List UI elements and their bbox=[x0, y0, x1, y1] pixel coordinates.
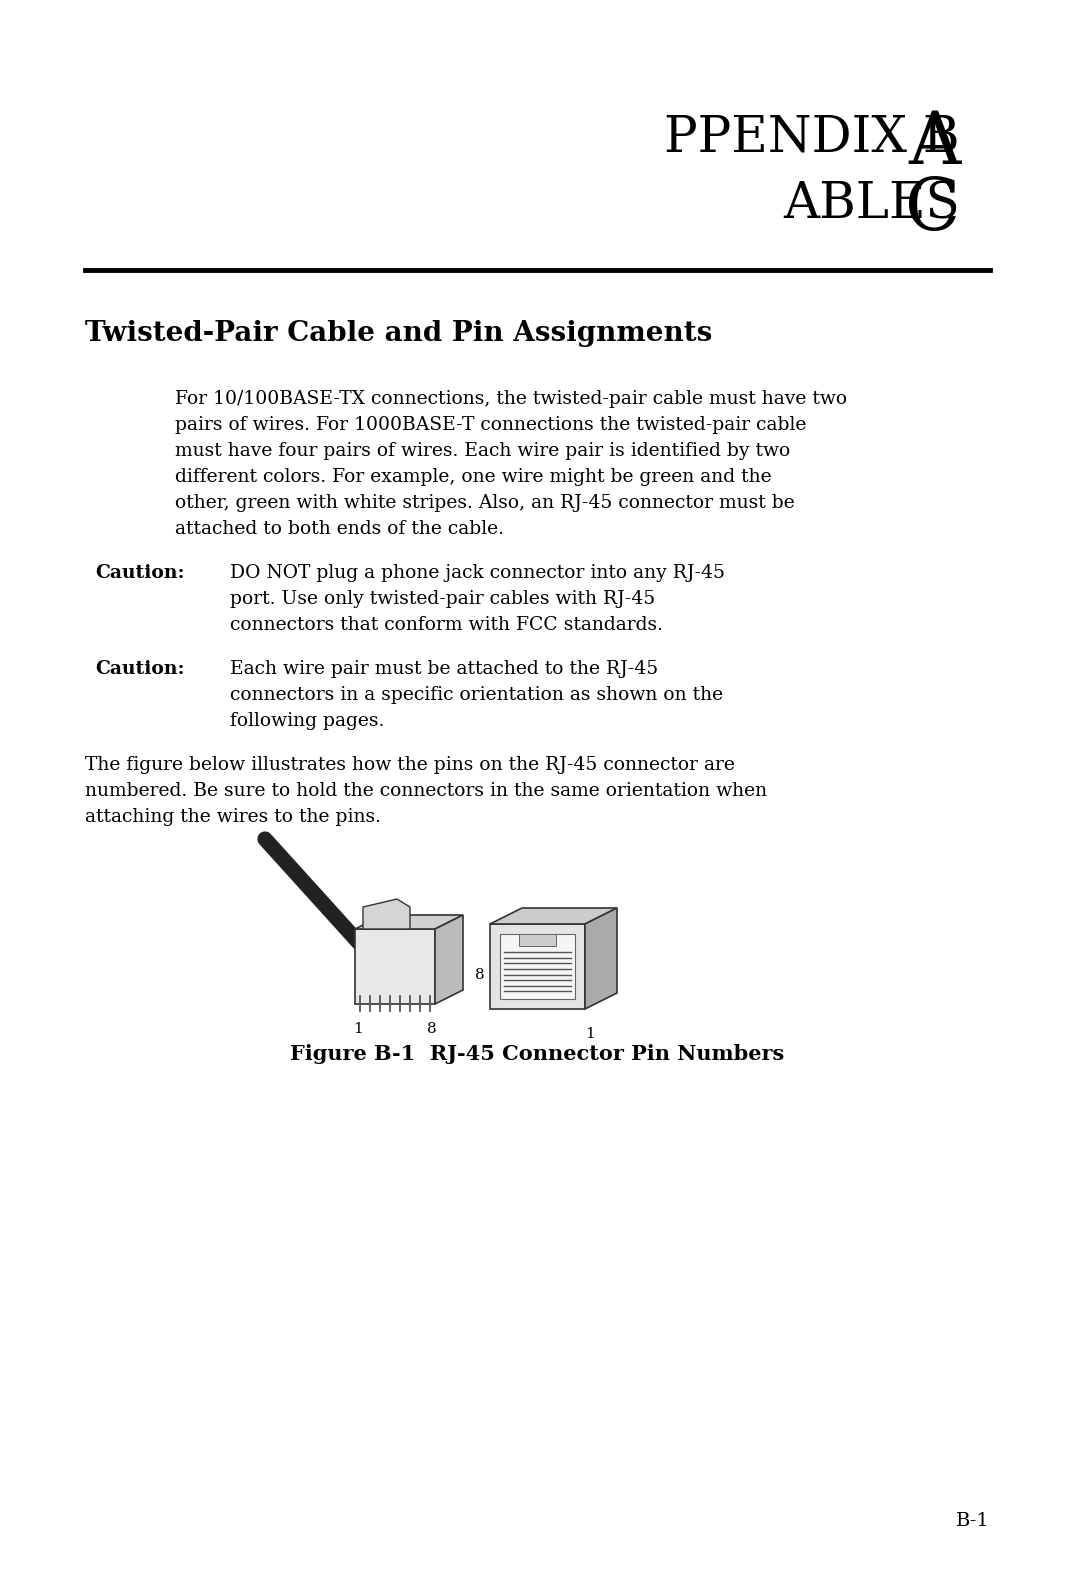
Polygon shape bbox=[355, 915, 463, 929]
Text: ABLES: ABLES bbox=[783, 181, 960, 229]
Text: C: C bbox=[905, 174, 960, 245]
Text: different colors. For example, one wire might be green and the: different colors. For example, one wire … bbox=[175, 468, 771, 487]
Text: pairs of wires. For 1000BASE-T connections the twisted-pair cable: pairs of wires. For 1000BASE-T connectio… bbox=[175, 416, 807, 433]
Text: For 10/100BASE-TX connections, the twisted-pair cable must have two: For 10/100BASE-TX connections, the twist… bbox=[175, 389, 847, 408]
Text: Caution:: Caution: bbox=[95, 659, 185, 678]
Bar bbox=[518, 934, 556, 947]
Text: 8: 8 bbox=[475, 969, 485, 981]
Text: numbered. Be sure to hold the connectors in the same orientation when: numbered. Be sure to hold the connectors… bbox=[85, 782, 767, 801]
Polygon shape bbox=[363, 900, 410, 929]
Text: following pages.: following pages. bbox=[230, 713, 384, 730]
Text: The figure below illustrates how the pins on the RJ-45 connector are: The figure below illustrates how the pin… bbox=[85, 757, 734, 774]
Text: connectors in a specific orientation as shown on the: connectors in a specific orientation as … bbox=[230, 686, 724, 703]
Text: B-1: B-1 bbox=[956, 1512, 990, 1531]
Polygon shape bbox=[355, 929, 435, 1003]
Text: must have four pairs of wires. Each wire pair is identified by two: must have four pairs of wires. Each wire… bbox=[175, 443, 791, 460]
Text: A: A bbox=[908, 108, 960, 179]
Text: Caution:: Caution: bbox=[95, 564, 185, 582]
Text: attaching the wires to the pins.: attaching the wires to the pins. bbox=[85, 809, 381, 826]
Text: port. Use only twisted-pair cables with RJ-45: port. Use only twisted-pair cables with … bbox=[230, 590, 656, 608]
Polygon shape bbox=[435, 915, 463, 1003]
Text: 1: 1 bbox=[353, 1022, 363, 1036]
Polygon shape bbox=[585, 907, 617, 1010]
Text: 8: 8 bbox=[428, 1022, 436, 1036]
Polygon shape bbox=[490, 907, 617, 925]
Text: 1: 1 bbox=[585, 1027, 595, 1041]
Text: attached to both ends of the cable.: attached to both ends of the cable. bbox=[175, 520, 504, 539]
Text: Twisted-Pair Cable and Pin Assignments: Twisted-Pair Cable and Pin Assignments bbox=[85, 320, 712, 347]
Text: Each wire pair must be attached to the RJ-45: Each wire pair must be attached to the R… bbox=[230, 659, 658, 678]
Text: other, green with white stripes. Also, an RJ-45 connector must be: other, green with white stripes. Also, a… bbox=[175, 495, 795, 512]
Text: connectors that conform with FCC standards.: connectors that conform with FCC standar… bbox=[230, 615, 663, 634]
Text: DO NOT plug a phone jack connector into any RJ-45: DO NOT plug a phone jack connector into … bbox=[230, 564, 725, 582]
Polygon shape bbox=[490, 925, 585, 1010]
Text: Figure B-1  RJ-45 Connector Pin Numbers: Figure B-1 RJ-45 Connector Pin Numbers bbox=[291, 1044, 785, 1064]
Bar bbox=[500, 934, 575, 999]
Text: PPENDIX B: PPENDIX B bbox=[664, 113, 960, 162]
